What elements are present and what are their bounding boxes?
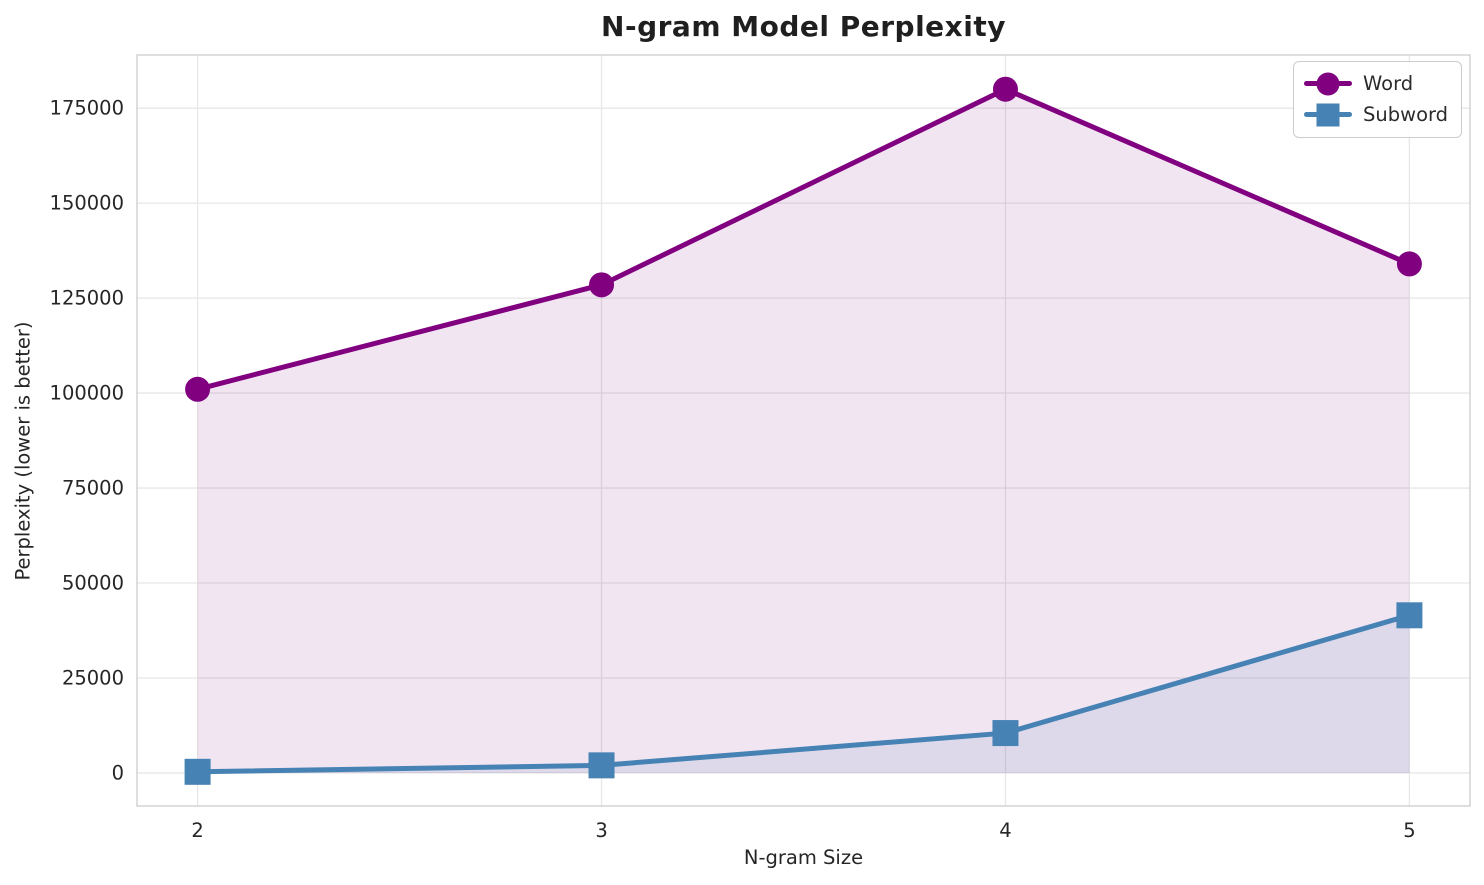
y-tick-label: 50000 bbox=[62, 572, 124, 595]
x-axis-label: N-gram Size bbox=[743, 846, 864, 869]
subword-marker bbox=[184, 758, 211, 785]
word-area-fill bbox=[197, 89, 1410, 773]
axes-frame-layer bbox=[136, 54, 1471, 807]
subword-line bbox=[195, 612, 1412, 775]
series-marker-layer bbox=[184, 76, 1423, 785]
subword-area-fill bbox=[197, 615, 1410, 773]
legend-label-subword: Subword bbox=[1363, 103, 1449, 126]
word-marker bbox=[185, 376, 211, 402]
x-tick-label: 4 bbox=[999, 819, 1011, 842]
word-series-swatch bbox=[1304, 71, 1352, 97]
word-line bbox=[195, 86, 1412, 392]
subword-series-swatch bbox=[1304, 102, 1352, 128]
subword-square-marker-icon bbox=[1316, 103, 1340, 126]
legend-item-subword: Subword bbox=[1304, 99, 1449, 130]
axes-frame bbox=[136, 54, 1471, 807]
x-tick-label: 3 bbox=[595, 819, 607, 842]
x-tick-label: 5 bbox=[1403, 819, 1415, 842]
legend-label-word: Word bbox=[1363, 72, 1414, 95]
y-tick-label: 150000 bbox=[50, 192, 124, 215]
chart-title: N-gram Model Perplexity bbox=[601, 10, 1006, 43]
word-circle-marker-icon bbox=[1316, 72, 1340, 95]
word-marker bbox=[992, 76, 1018, 102]
x-tick-label: 2 bbox=[191, 819, 203, 842]
y-tick-label: 175000 bbox=[50, 97, 124, 120]
y-tick-label: 125000 bbox=[50, 287, 124, 310]
tick-label-layer: 0 25000 50000 75000 100000 125000 150000 175000… bbox=[50, 97, 1416, 842]
subword-marker bbox=[992, 720, 1019, 747]
subword-marker bbox=[588, 752, 615, 779]
y-tick-label: 75000 bbox=[62, 477, 124, 500]
y-tick-label: 100000 bbox=[50, 382, 124, 405]
y-axis-label: Perplexity (lower is better) bbox=[11, 321, 35, 581]
legend: Word Subword bbox=[1293, 61, 1462, 138]
word-marker bbox=[589, 272, 615, 298]
subword-marker bbox=[1396, 602, 1423, 629]
y-tick-label: 0 bbox=[112, 761, 124, 784]
series-line-layer bbox=[195, 86, 1412, 775]
word-marker bbox=[1396, 251, 1422, 277]
area-fill-layer bbox=[197, 89, 1410, 773]
legend-item-word: Word bbox=[1304, 68, 1449, 99]
grid-layer bbox=[137, 55, 1470, 806]
y-tick-label: 25000 bbox=[62, 666, 124, 689]
